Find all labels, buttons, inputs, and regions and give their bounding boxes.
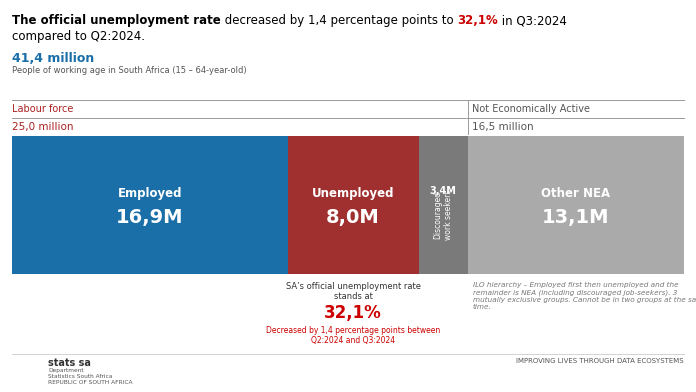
- Bar: [12, 136, 287, 274]
- Text: SA’s official unemployment rate
stands at: SA’s official unemployment rate stands a…: [285, 282, 420, 301]
- Text: 13,1M: 13,1M: [542, 207, 610, 227]
- Text: 16,9M: 16,9M: [116, 207, 184, 227]
- Bar: [418, 136, 468, 274]
- Text: compared to Q2:2024.: compared to Q2:2024.: [12, 30, 145, 43]
- Text: The official unemployment rate: The official unemployment rate: [12, 14, 221, 27]
- Text: decreased by 1,4 percentage points to: decreased by 1,4 percentage points to: [221, 14, 457, 27]
- Text: 16,5 million: 16,5 million: [472, 122, 533, 132]
- Bar: [287, 136, 418, 274]
- Text: 32,1%: 32,1%: [324, 304, 382, 322]
- Text: IMPROVING LIVES THROUGH DATA ECOSYSTEMS: IMPROVING LIVES THROUGH DATA ECOSYSTEMS: [516, 358, 684, 364]
- Text: 8,0M: 8,0M: [326, 207, 380, 227]
- Text: 41,4 million: 41,4 million: [12, 52, 94, 65]
- Text: Other NEA: Other NEA: [541, 187, 610, 200]
- Text: stats sa: stats sa: [48, 358, 91, 368]
- Text: ILO hierarchy – Employed first then unemployed and the
remainder is NEA (includi: ILO hierarchy – Employed first then unem…: [473, 282, 696, 310]
- Text: Unemployed: Unemployed: [312, 187, 395, 200]
- Text: Employed: Employed: [118, 187, 182, 200]
- Text: Discouraged
work seekers: Discouraged work seekers: [434, 190, 453, 240]
- Text: Department
Statistics South Africa
REPUBLIC OF SOUTH AFRICA: Department Statistics South Africa REPUB…: [48, 368, 132, 385]
- Text: People of working age in South Africa (15 – 64-year-old): People of working age in South Africa (1…: [12, 66, 246, 75]
- Text: Labour force: Labour force: [12, 104, 73, 114]
- Bar: [468, 136, 684, 274]
- Text: Decreased by 1,4 percentage points between
Q2:2024 and Q3:2024: Decreased by 1,4 percentage points betwe…: [266, 326, 440, 345]
- Text: 32,1%: 32,1%: [457, 14, 498, 27]
- Text: 25,0 million: 25,0 million: [12, 122, 74, 132]
- Text: in Q3:2024: in Q3:2024: [498, 14, 567, 27]
- Text: 3,4M: 3,4M: [429, 186, 457, 196]
- Text: Not Economically Active: Not Economically Active: [472, 104, 590, 114]
